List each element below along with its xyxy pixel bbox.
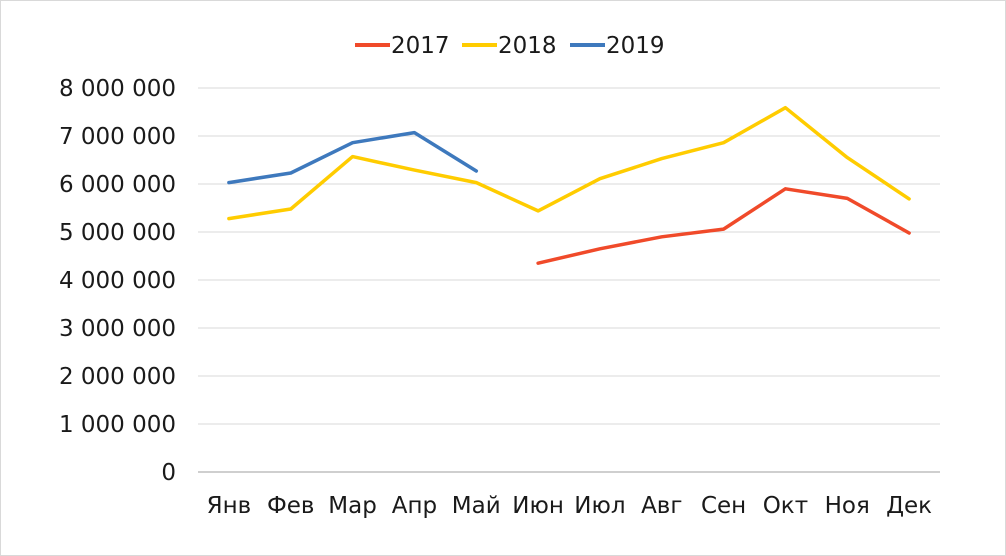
y-tick-label: 4 000 000 (59, 268, 176, 294)
series-line-2018 (227, 105, 911, 221)
y-tick-label: 3 000 000 (59, 316, 176, 342)
x-tick-label: Апр (392, 493, 437, 519)
x-tick-label: Мар (328, 493, 377, 519)
x-axis: Янв Фев Мар Апр Май Июн Июл Авг Сен Окт Ноя Дек (207, 493, 933, 519)
legend-label-2017: 2017 (391, 33, 450, 59)
x-tick-label: Сен (701, 493, 746, 519)
y-tick-label: 6 000 000 (59, 172, 176, 198)
series-line-2017 (536, 187, 911, 265)
legend-label-2019: 2019 (606, 33, 665, 59)
legend: 2017 2018 2019 (355, 33, 665, 59)
series-line-2019 (227, 130, 479, 185)
y-tick-label: 1 000 000 (59, 412, 176, 438)
x-tick-label: Ноя (825, 493, 870, 519)
y-tick-label: 7 000 000 (59, 124, 176, 150)
legend-label-2018: 2018 (498, 33, 557, 59)
y-tick-label: 2 000 000 (59, 364, 176, 390)
x-tick-label: Июл (574, 493, 625, 519)
series-layer (227, 105, 911, 265)
x-tick-label: Янв (207, 493, 252, 519)
x-tick-label: Авг (641, 493, 682, 519)
x-tick-label: Май (452, 493, 501, 519)
x-tick-label: Фев (267, 493, 315, 519)
y-tick-label: 0 (161, 460, 176, 486)
y-tick-label: 5 000 000 (59, 220, 176, 246)
y-axis: 0 1 000 000 2 000 000 3 000 000 4 000 000 5 0… (59, 76, 176, 486)
x-tick-label: Дек (886, 493, 932, 519)
y-tick-label: 8 000 000 (59, 76, 176, 102)
x-tick-label: Окт (763, 493, 808, 519)
gridlines (198, 87, 940, 473)
x-tick-label: Июн (512, 493, 564, 519)
